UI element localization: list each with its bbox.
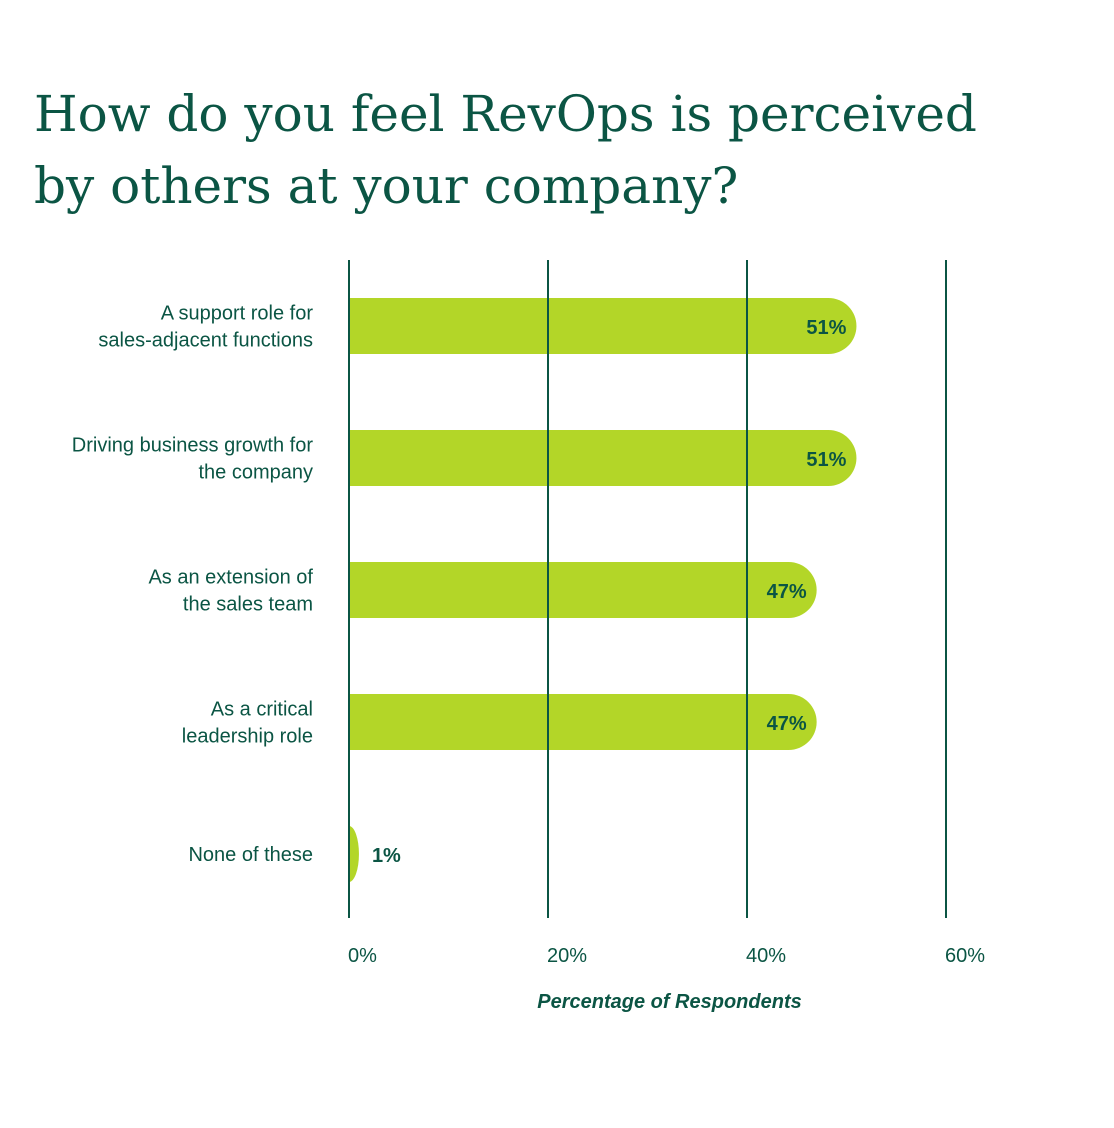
value-label-1: 51%	[806, 449, 846, 471]
category-label-1-1: the company	[198, 462, 313, 484]
x-tick-label-3: 60%	[945, 945, 985, 967]
bar-1	[349, 430, 857, 486]
category-label-4-0: None of these	[188, 844, 313, 866]
x-tick-label-0: 0%	[348, 945, 377, 967]
x-tick-label-2: 40%	[746, 945, 786, 967]
chart-title-line-1: How do you feel RevOps is perceived	[34, 85, 977, 143]
bar-0	[349, 298, 857, 354]
value-label-0: 51%	[806, 317, 846, 339]
bar-2	[349, 562, 817, 618]
category-label-3-0: As a critical	[211, 699, 313, 721]
category-label-0-1: sales-adjacent functions	[98, 330, 313, 352]
category-label-0-0: A support role for	[161, 303, 314, 325]
category-label-2-0: As an extension of	[148, 567, 313, 589]
bar-3	[349, 694, 817, 750]
x-axis-title: Percentage of Respondents	[537, 991, 802, 1013]
category-label-2-1: the sales team	[183, 594, 313, 616]
category-label-3-1: leadership role	[182, 726, 313, 748]
bar-4	[349, 826, 359, 882]
chart-title-line-2: by others at your company?	[34, 157, 739, 215]
chart-title: How do you feel RevOps is perceived by o…	[34, 78, 1074, 222]
category-label-1-0: Driving business growth for	[72, 435, 314, 457]
value-label-3: 47%	[767, 713, 807, 735]
value-label-4: 1%	[372, 845, 401, 867]
value-label-2: 47%	[767, 581, 807, 603]
x-tick-label-1: 20%	[547, 945, 587, 967]
